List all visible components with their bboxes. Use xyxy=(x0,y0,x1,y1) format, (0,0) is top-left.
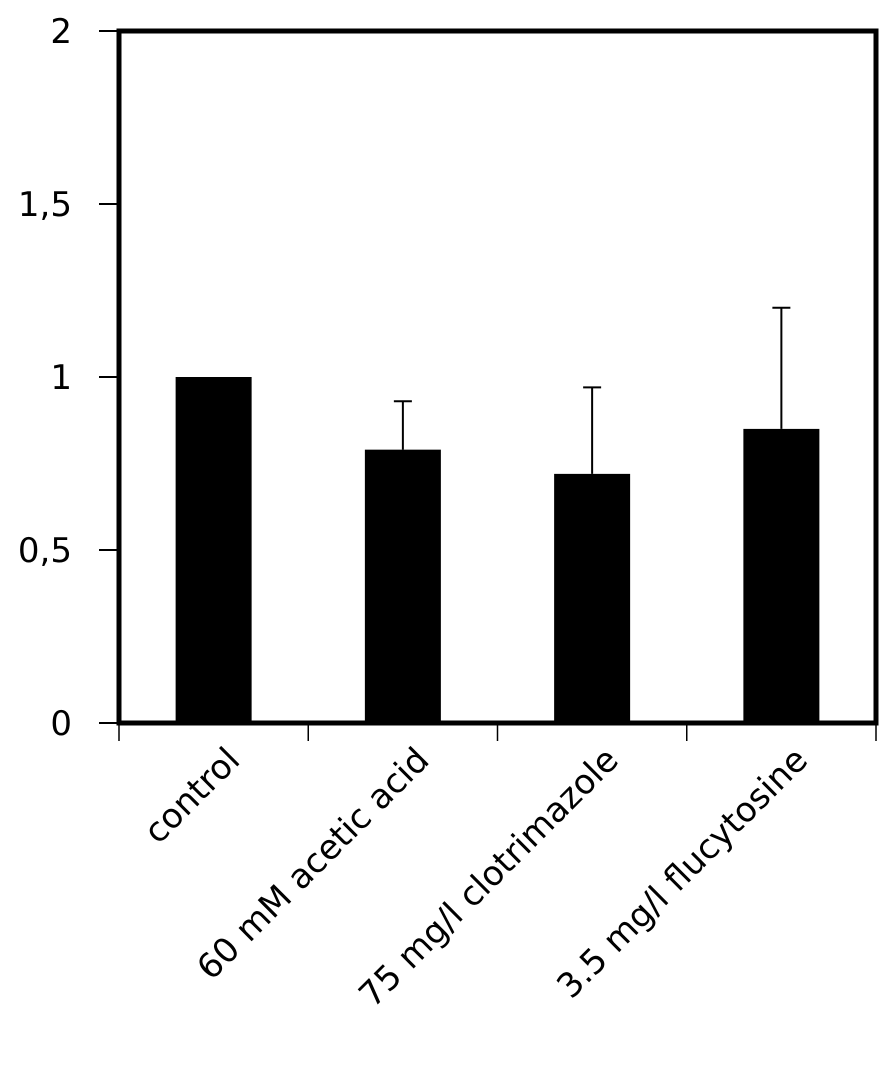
y-tick-label: 2 xyxy=(50,12,72,52)
category-label: control xyxy=(136,740,248,852)
y-tick-label: 0,5 xyxy=(18,531,72,571)
error-bars xyxy=(393,306,791,474)
y-tick-label: 1,5 xyxy=(18,185,72,225)
x-axis xyxy=(118,723,877,741)
bar xyxy=(554,473,631,723)
y-tick-label: 1 xyxy=(50,358,72,398)
bars xyxy=(175,377,820,723)
bar xyxy=(364,449,441,723)
y-tick-label: 0 xyxy=(50,704,72,744)
bar xyxy=(175,377,252,723)
y-axis: 0 0,5 1 1,5 2 xyxy=(18,12,119,744)
bar xyxy=(743,428,820,723)
